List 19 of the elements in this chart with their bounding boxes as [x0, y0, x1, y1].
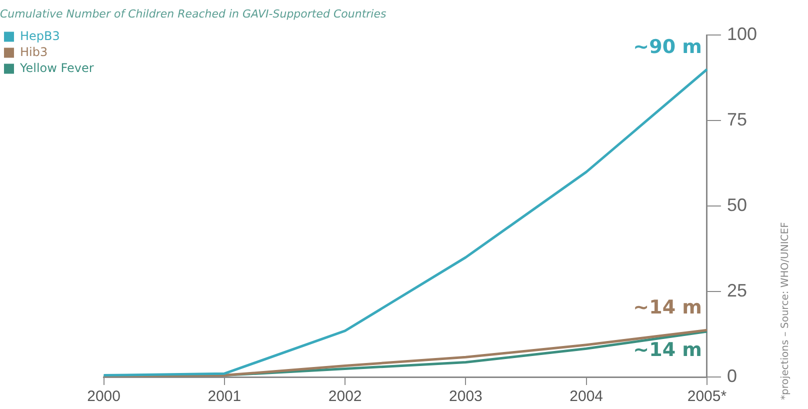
y-tick-label: 0: [726, 366, 737, 386]
x-tick-label: 2000: [87, 388, 120, 406]
y-tick-label: 25: [726, 280, 747, 301]
annotation: ~14 m: [633, 338, 702, 361]
y-tick-label: 75: [726, 110, 747, 130]
x-tick-label: 2002: [328, 388, 362, 406]
y-tick-label: 100: [726, 24, 758, 44]
x-tick-label: 2005*: [687, 388, 727, 406]
legend-label: Hib3: [20, 44, 48, 59]
text: *projections – Source: WHO/UNICEF: [780, 221, 791, 400]
annotation: ~90 m: [633, 36, 702, 58]
legend-label: HepB3: [20, 28, 60, 43]
x-tick-label: 2001: [208, 388, 242, 406]
legend-label: Yellow Fever: [19, 60, 94, 75]
chart-title: Cumulative Number of Children Reached in GAVI-Supported Countries: [0, 7, 386, 20]
y-tick-label: 50: [726, 195, 747, 216]
annotation: ~14 m: [633, 296, 702, 319]
x-tick-label: 2003: [449, 388, 482, 406]
x-tick-label: 2004: [570, 388, 604, 406]
